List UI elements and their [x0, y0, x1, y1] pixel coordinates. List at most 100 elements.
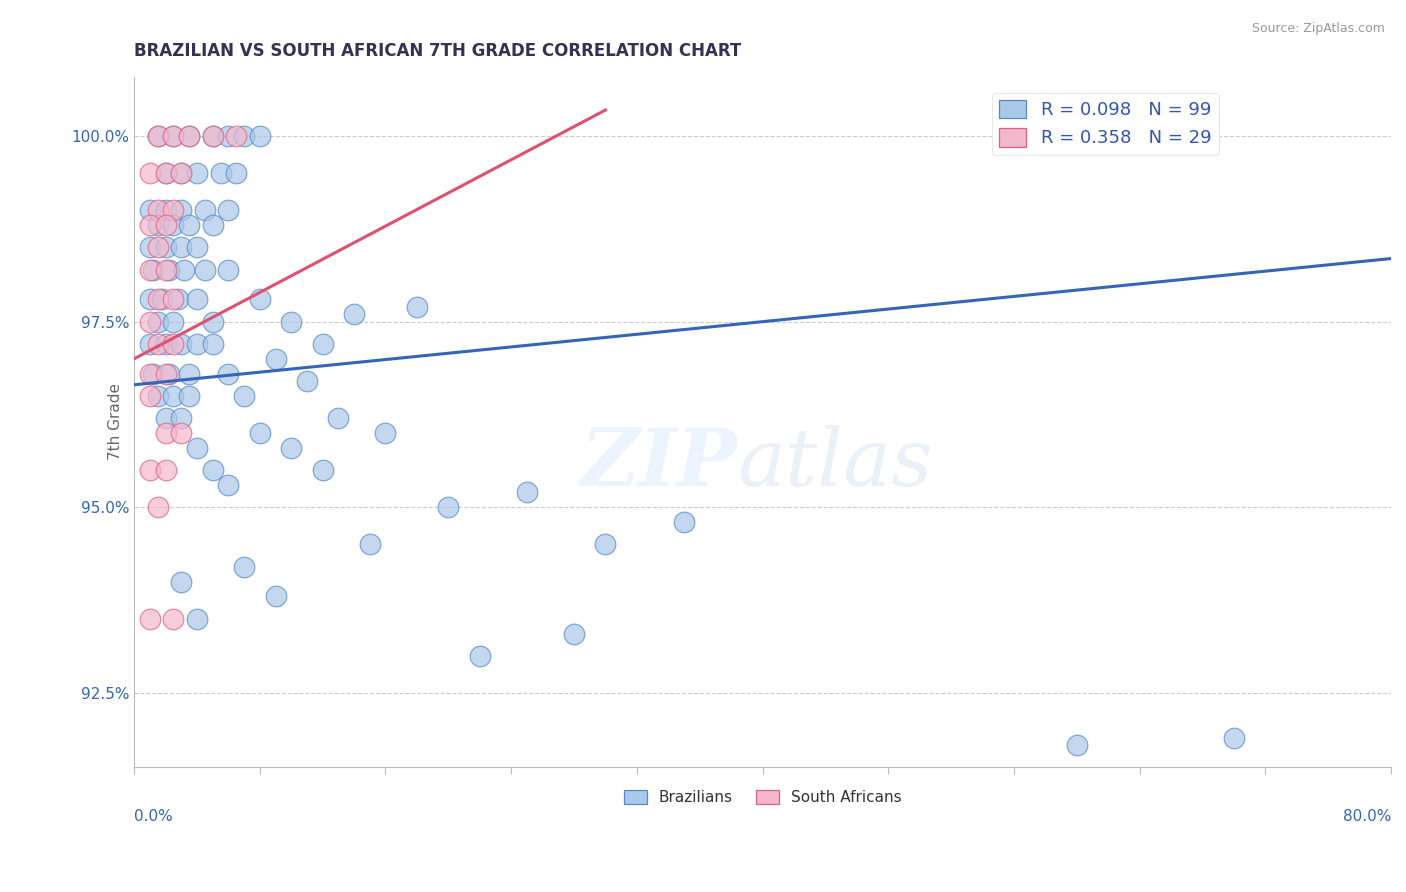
Point [162, 128, 184, 143]
Point [217, 203, 239, 218]
Text: Source: ZipAtlas.com: Source: ZipAtlas.com [1251, 22, 1385, 36]
Y-axis label: 7th Grade: 7th Grade [108, 384, 122, 460]
Point [162, 218, 184, 232]
Point [157, 262, 180, 277]
Point [162, 315, 184, 329]
Point [249, 293, 271, 307]
Point [516, 485, 538, 500]
Point [139, 218, 162, 232]
Point [155, 240, 177, 254]
Point [186, 293, 208, 307]
Point [201, 218, 224, 232]
Point [155, 166, 177, 180]
Point [146, 240, 169, 254]
Point [155, 463, 177, 477]
Text: 0.0%: 0.0% [134, 809, 173, 823]
Point [194, 203, 217, 218]
Point [311, 463, 333, 477]
Point [170, 166, 193, 180]
Point [359, 537, 381, 551]
Point [343, 307, 366, 321]
Point [146, 389, 169, 403]
Point [139, 337, 162, 351]
Point [155, 367, 177, 381]
Point [162, 128, 184, 143]
Point [186, 240, 208, 254]
Point [209, 166, 232, 180]
Point [146, 293, 169, 307]
Point [173, 262, 195, 277]
Point [139, 203, 162, 218]
Point [225, 128, 247, 143]
Point [170, 337, 193, 351]
Point [177, 367, 200, 381]
Legend: Brazilians, South Africans: Brazilians, South Africans [617, 784, 907, 812]
Point [162, 612, 184, 626]
Point [170, 240, 193, 254]
Point [167, 293, 190, 307]
Point [249, 128, 271, 143]
Point [139, 367, 162, 381]
Point [146, 203, 169, 218]
Point [155, 426, 177, 441]
Point [170, 203, 193, 218]
Point [1066, 738, 1088, 752]
Point [217, 128, 239, 143]
Point [194, 262, 217, 277]
Point [162, 337, 184, 351]
Point [139, 240, 162, 254]
Text: BRAZILIAN VS SOUTH AFRICAN 7TH GRADE CORRELATION CHART: BRAZILIAN VS SOUTH AFRICAN 7TH GRADE COR… [134, 42, 741, 60]
Point [170, 166, 193, 180]
Point [139, 262, 162, 277]
Point [177, 218, 200, 232]
Point [295, 374, 318, 388]
Point [264, 351, 287, 366]
Point [280, 441, 302, 455]
Point [233, 389, 256, 403]
Point [155, 218, 177, 232]
Text: 80.0%: 80.0% [1343, 809, 1391, 823]
Point [406, 300, 429, 314]
Point [437, 500, 460, 515]
Point [186, 337, 208, 351]
Point [280, 315, 302, 329]
Point [139, 389, 162, 403]
Point [233, 559, 256, 574]
Point [139, 463, 162, 477]
Point [139, 612, 162, 626]
Point [139, 293, 162, 307]
Point [162, 293, 184, 307]
Point [146, 315, 169, 329]
Point [186, 612, 208, 626]
Point [146, 128, 169, 143]
Point [672, 515, 695, 529]
Point [170, 574, 193, 589]
Point [186, 441, 208, 455]
Point [157, 367, 180, 381]
Point [186, 166, 208, 180]
Point [201, 463, 224, 477]
Point [146, 128, 169, 143]
Point [177, 389, 200, 403]
Text: ZIP: ZIP [581, 425, 737, 502]
Point [328, 411, 350, 425]
Point [142, 367, 165, 381]
Point [562, 626, 585, 640]
Point [264, 590, 287, 604]
Point [201, 337, 224, 351]
Point [155, 411, 177, 425]
Point [170, 426, 193, 441]
Point [1223, 731, 1246, 745]
Point [177, 128, 200, 143]
Point [468, 648, 491, 663]
Text: atlas: atlas [737, 425, 932, 502]
Point [217, 262, 239, 277]
Point [217, 478, 239, 492]
Point [201, 315, 224, 329]
Point [150, 293, 173, 307]
Point [146, 337, 169, 351]
Point [311, 337, 333, 351]
Point [177, 128, 200, 143]
Point [155, 337, 177, 351]
Point [201, 128, 224, 143]
